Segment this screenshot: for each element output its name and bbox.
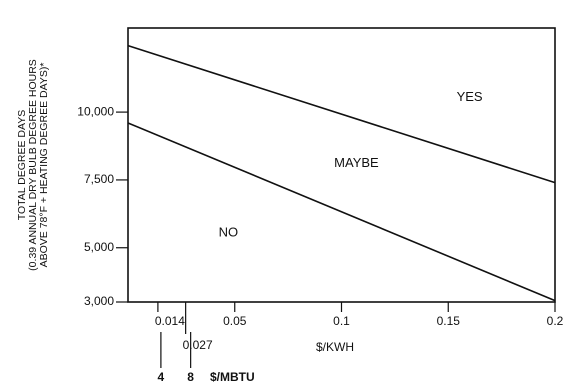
- x2-tick-label: 4: [158, 370, 165, 384]
- boundary-line: [127, 44, 556, 184]
- x-tick-label: 0.1: [333, 314, 350, 328]
- x-tick-label: 0.05: [223, 314, 247, 328]
- x-tick-label: 0.2: [547, 314, 564, 328]
- x2-axis-label: $/MBTU: [210, 370, 255, 384]
- region-label: YES: [457, 89, 483, 104]
- y-tick-label: 5,000: [84, 240, 114, 254]
- x-axis-label: $/KWH: [316, 340, 354, 354]
- x-tick-label: 0.014: [155, 314, 185, 328]
- y-axis-label: TOTAL DEGREE DAYS: [16, 110, 28, 220]
- y-tick-label: 7,500: [84, 172, 114, 186]
- region-label: MAYBE: [334, 155, 379, 170]
- y-tick-label: 10,000: [77, 104, 114, 118]
- x-tick-label: 0.15: [437, 314, 461, 328]
- region-label: NO: [219, 225, 239, 240]
- x2-tick-label: 8: [187, 370, 194, 384]
- y-axis-label: ABOVE 78°F + HEATING DEGREE DAYS)*: [38, 63, 50, 268]
- y-axis-label: (0.39 ANNUAL DRY BULB DEGREE HOURS: [27, 59, 39, 271]
- y-tick-label: 3,000: [84, 294, 114, 308]
- x-tick-label: 0.027: [183, 338, 213, 352]
- boundary-line: [127, 122, 556, 302]
